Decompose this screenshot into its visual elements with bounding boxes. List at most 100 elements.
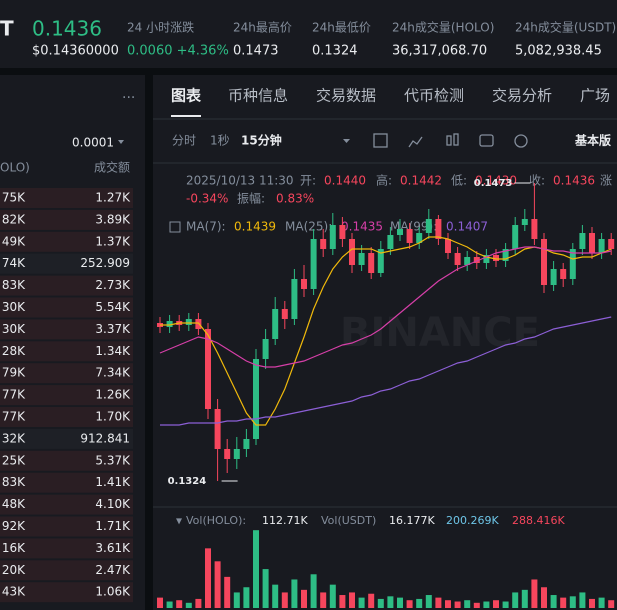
amount: 16K xyxy=(2,541,26,555)
row-bg xyxy=(0,560,133,581)
candle-body xyxy=(445,239,451,253)
volume-bar xyxy=(560,597,567,608)
amount: 30K xyxy=(2,300,26,314)
row-bg xyxy=(0,407,133,427)
candle-body xyxy=(598,239,605,253)
candle-body xyxy=(291,279,298,319)
info-label: 开: xyxy=(300,174,316,188)
candle-body xyxy=(320,239,327,249)
turnover: 1.70K xyxy=(95,410,131,424)
volume-bar xyxy=(387,596,394,608)
volume-bar xyxy=(176,600,183,608)
amount: 32K xyxy=(2,431,26,445)
candle-body xyxy=(512,225,519,249)
volume-bar xyxy=(310,574,317,608)
stat-value: 0.1324 xyxy=(312,44,358,59)
turnover: 1.41K xyxy=(95,475,131,489)
row-bg xyxy=(0,538,133,559)
amount: 28K xyxy=(2,344,26,358)
row-bg xyxy=(0,385,133,406)
candle-body xyxy=(329,225,336,249)
candle-body xyxy=(579,233,586,249)
volume-bar xyxy=(502,601,509,608)
row-bg xyxy=(0,363,133,384)
volume-bar xyxy=(166,601,173,608)
volume-legend: 112.71K xyxy=(262,514,308,527)
amount: 49K xyxy=(2,234,26,248)
amount: 79K xyxy=(2,366,26,380)
stat-label: 24h成交量(USDT) xyxy=(515,20,616,35)
candle-body xyxy=(569,249,576,279)
tab[interactable]: 币种信息 xyxy=(228,87,288,105)
candle-body xyxy=(416,233,423,243)
candle-body xyxy=(454,253,461,265)
interval[interactable]: 1秒 xyxy=(210,134,230,148)
turnover: 1.06K xyxy=(95,585,131,599)
collapse-icon[interactable]: ▾ xyxy=(176,514,182,528)
volume-bar xyxy=(416,598,423,608)
tab[interactable]: 交易分析 xyxy=(492,87,552,105)
candle-body xyxy=(406,229,413,243)
tab[interactable]: 广场 xyxy=(580,87,610,105)
row-bg xyxy=(0,472,133,493)
turnover: 4.10K xyxy=(95,497,131,511)
candle-body xyxy=(301,279,307,289)
annotation: 0.1324 xyxy=(168,476,207,487)
turnover: 1.37K xyxy=(95,234,131,248)
volume-bar xyxy=(349,592,355,608)
stat-label: 24h最高价 xyxy=(233,20,292,35)
volume-bar xyxy=(473,602,480,608)
volume-bar xyxy=(579,592,586,608)
eye-icon[interactable] xyxy=(169,221,181,233)
volume-bar xyxy=(454,601,461,608)
candle-body xyxy=(272,309,279,339)
candle-body xyxy=(435,219,442,239)
precision[interactable]: 0.0001 xyxy=(72,136,114,150)
amount: 77K xyxy=(2,388,26,402)
stat-value: 0.0060 +4.36% xyxy=(127,44,229,59)
info-time: 2025/10/13 11:30 xyxy=(186,174,294,188)
amount: 82K xyxy=(2,212,26,226)
dropdown-icon xyxy=(343,139,350,143)
volume-legend: 200.269K xyxy=(446,514,499,527)
row-bg xyxy=(0,494,133,515)
amount: 30K xyxy=(2,322,26,336)
candle-body xyxy=(425,219,432,233)
tab[interactable]: 交易数据 xyxy=(316,87,376,105)
tab[interactable]: 图表 xyxy=(171,87,202,105)
version[interactable]: 基本版 xyxy=(574,133,611,148)
ma-value: 0.1435 xyxy=(341,220,383,234)
watermark: BINANCE xyxy=(340,310,540,356)
tab[interactable]: 代币检测 xyxy=(404,87,464,105)
volume-bar xyxy=(157,597,163,608)
volume-bar xyxy=(521,589,528,608)
amount: 25K xyxy=(2,453,26,467)
turnover: 3.89K xyxy=(95,212,131,226)
candle-body xyxy=(550,269,557,285)
volume-bar xyxy=(195,598,202,608)
volume-bar xyxy=(464,600,471,608)
candle-body xyxy=(608,239,615,249)
stat-label: 24h成交量(HOLO) xyxy=(392,20,494,35)
row-bg xyxy=(0,516,133,537)
ma-label: MA(25): xyxy=(285,220,332,234)
candle-body xyxy=(493,255,499,261)
turnover: 1.34K xyxy=(95,344,131,358)
interval[interactable]: 15分钟 xyxy=(241,133,282,148)
volume-bar xyxy=(243,587,250,608)
row-bg xyxy=(0,253,133,274)
interval[interactable]: 分时 xyxy=(172,134,196,148)
ma-value: 0.1439 xyxy=(234,220,276,234)
stat-value: 36,317,068.70 xyxy=(392,44,487,59)
candle-body xyxy=(397,229,403,235)
turnover: 252.909 xyxy=(80,256,130,270)
volume-bar xyxy=(483,601,490,608)
amount: 75K xyxy=(2,191,26,205)
turnover: 3.61K xyxy=(95,541,131,555)
row-bg xyxy=(0,341,133,362)
volume-legend: Vol(USDT) xyxy=(321,514,376,527)
header-bg xyxy=(0,0,617,68)
candle-body xyxy=(253,359,259,439)
volume-bar xyxy=(377,598,384,608)
more[interactable]: ··· xyxy=(122,90,135,106)
